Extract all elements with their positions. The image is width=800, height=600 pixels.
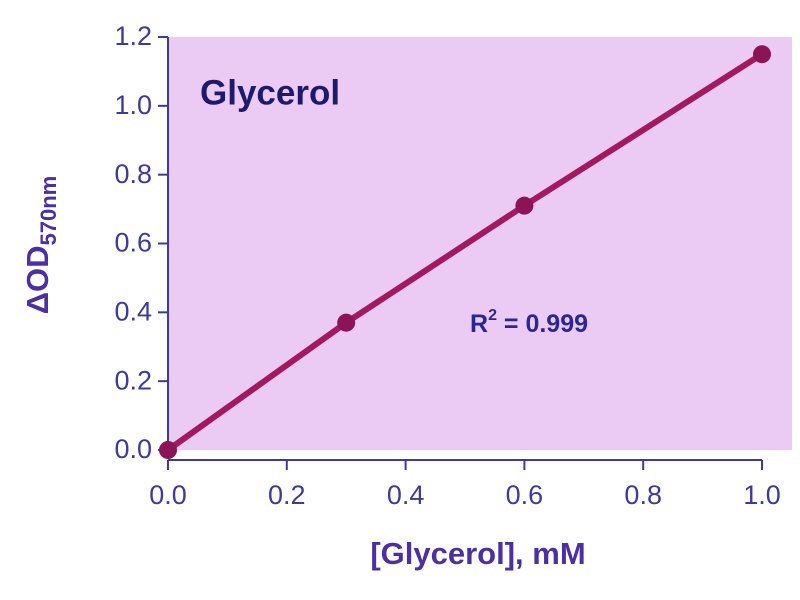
y-tick-label: 0.6 <box>114 228 152 258</box>
y-tick-label: 1.2 <box>114 21 152 51</box>
y-tick-label: 1.0 <box>114 90 152 120</box>
data-point <box>515 196 534 215</box>
y-tick-label: 0.0 <box>114 434 152 464</box>
y-tick-label: 0.4 <box>114 296 152 326</box>
x-tick-label: 0.4 <box>387 480 425 510</box>
annotation-sup: 2 <box>488 307 497 324</box>
data-point <box>159 441 177 459</box>
y-tick-label: 0.2 <box>114 365 152 395</box>
x-tick-label: 1.0 <box>743 480 781 510</box>
plot-background <box>168 37 792 450</box>
chart-title: Glycerol <box>200 73 340 112</box>
series-line <box>165 51 765 453</box>
y-axis-label: ΔOD570nm <box>20 176 61 315</box>
y-axis-label-sub: 570nm <box>36 176 61 246</box>
x-tick-label: 0.0 <box>149 480 187 510</box>
annotation: R2 = 0.999 <box>470 307 588 337</box>
x-tick-label: 0.2 <box>268 480 306 510</box>
annotation-rest: = 0.999 <box>497 310 588 338</box>
y-tick-label: 0.8 <box>114 159 152 189</box>
data-point <box>337 313 356 332</box>
y-axis-label-base: ΔOD <box>20 245 55 314</box>
annotation-base: R <box>470 310 488 338</box>
x-axis-label: [Glycerol], mM <box>370 536 585 571</box>
x-tick-label: 0.6 <box>506 480 544 510</box>
data-point <box>753 45 771 64</box>
x-tick-label: 0.8 <box>624 480 662 510</box>
